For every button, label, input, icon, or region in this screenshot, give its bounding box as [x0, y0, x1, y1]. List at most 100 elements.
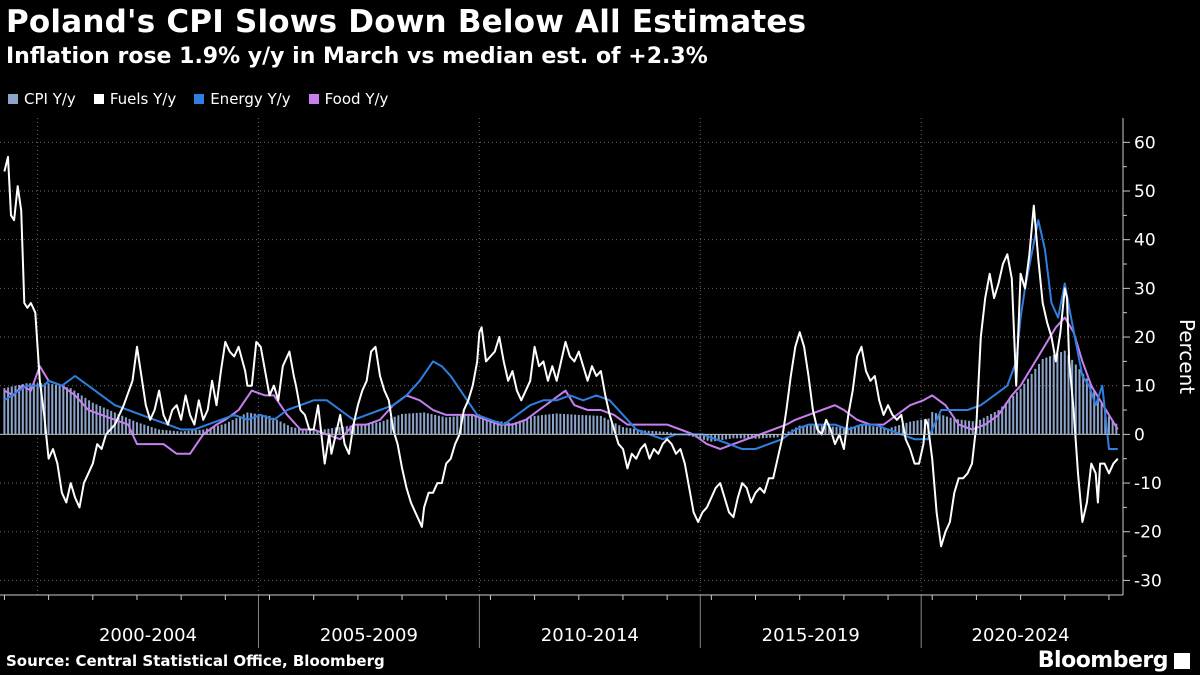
bar-cpi — [1026, 378, 1029, 435]
bar-cpi — [798, 425, 801, 435]
bar-cpi — [898, 425, 901, 435]
bar-cpi — [1107, 416, 1110, 435]
legend-swatch-energy — [194, 94, 205, 104]
bar-cpi — [220, 424, 223, 435]
bar-cpi — [909, 421, 912, 435]
x-group-label: 2020-2024 — [972, 625, 1070, 646]
bar-cpi — [121, 415, 124, 435]
bar-cpi — [84, 397, 87, 435]
bar-cpi — [135, 422, 138, 435]
bar-cpi — [846, 427, 849, 435]
bar-cpi — [297, 428, 300, 435]
bar-cpi — [702, 434, 705, 440]
bar-cpi — [10, 386, 13, 435]
bar-cpi — [364, 423, 367, 435]
bar-cpi — [769, 434, 772, 438]
bar-cpi — [437, 415, 440, 435]
bar-cpi — [198, 429, 201, 435]
brand-square-icon — [1174, 652, 1190, 669]
legend-label-fuels: Fuels Y/y — [109, 90, 177, 108]
bar-cpi — [993, 411, 996, 435]
bar-cpi — [169, 430, 172, 435]
bar-cpi — [1049, 356, 1052, 435]
bar-cpi — [242, 414, 245, 435]
bar-cpi — [588, 415, 591, 435]
bar-cpi — [1074, 364, 1077, 435]
y-tick-label: 50 — [1134, 182, 1156, 202]
legend-label-energy: Energy Y/y — [210, 90, 291, 108]
y-tick-label: 20 — [1134, 328, 1156, 348]
legend-item-fuels: Fuels Y/y — [93, 90, 177, 108]
bar-cpi — [408, 413, 411, 435]
bar-cpi — [537, 415, 540, 435]
bar-cpi — [412, 413, 415, 435]
bar-cpi — [920, 419, 923, 435]
bar-cpi — [482, 418, 485, 435]
bar-cpi — [95, 404, 98, 435]
bar-cpi — [216, 425, 219, 435]
bar-cpi — [802, 425, 805, 435]
bar-cpi — [40, 383, 43, 435]
bar-cpi — [551, 413, 555, 435]
bar-cpi — [353, 425, 356, 435]
bar-cpi — [194, 430, 197, 435]
bar-cpi — [725, 434, 728, 440]
bar-cpi — [518, 420, 521, 435]
bar-cpi — [213, 426, 216, 435]
bar-cpi — [736, 434, 739, 439]
bar-cpi — [945, 416, 948, 435]
bar-cpi — [625, 427, 628, 435]
bar-cpi — [809, 425, 812, 435]
bar-cpi — [658, 431, 661, 435]
bar-cpi — [423, 412, 426, 435]
bar-cpi — [88, 400, 91, 435]
line-fuels — [3, 155, 1119, 548]
bar-cpi — [378, 422, 381, 435]
bar-cpi — [526, 418, 529, 435]
bar-cpi — [629, 428, 632, 435]
bar-cpi — [283, 423, 286, 435]
bar-cpi — [286, 425, 289, 435]
bar-cpi — [986, 415, 989, 435]
bar-cpi — [91, 402, 94, 435]
bar-cpi — [338, 427, 341, 435]
bar-cpi — [467, 414, 470, 435]
bar-cpi — [581, 415, 584, 435]
bar-cpi — [997, 410, 1000, 435]
bar-cpi — [544, 414, 547, 435]
bar-cpi — [183, 431, 186, 435]
bar-cpi — [636, 429, 639, 435]
bar-cpi — [938, 414, 941, 435]
bar-cpi — [349, 425, 352, 435]
bar-cpi — [32, 383, 35, 435]
bar-cpi — [426, 413, 429, 435]
bar-cpi — [294, 427, 297, 435]
bar-cpi — [1004, 402, 1007, 435]
bar-cpi — [956, 419, 960, 435]
bar-cpi — [180, 431, 183, 435]
bar-cpi — [272, 417, 275, 435]
bar-cpi — [717, 434, 720, 441]
bar-cpi — [1067, 355, 1070, 435]
brand-logo: Bloomberg — [1038, 648, 1190, 673]
bar-cpi — [143, 424, 146, 435]
source-note: Source: Central Statistical Office, Bloo… — [6, 652, 385, 670]
bar-cpi — [728, 434, 731, 439]
bar-cpi — [452, 416, 455, 435]
bar-cpi — [949, 417, 952, 435]
bar-cpi — [1045, 357, 1048, 435]
bar-cpi — [655, 431, 658, 435]
bar-cpi — [614, 423, 617, 435]
bar-cpi — [77, 393, 80, 435]
bar-cpi — [312, 430, 315, 435]
bar-cpi — [515, 421, 518, 435]
legend-swatch-food — [308, 94, 319, 104]
bar-cpi — [51, 384, 54, 435]
bar-cpi — [14, 385, 17, 435]
legend-item-food: Food Y/y — [308, 90, 388, 108]
bar-cpi — [529, 417, 532, 435]
bar-cpi — [931, 411, 934, 435]
bar-cpi — [323, 429, 326, 435]
bar-cpi — [382, 420, 385, 435]
bar-cpi — [1096, 397, 1099, 435]
